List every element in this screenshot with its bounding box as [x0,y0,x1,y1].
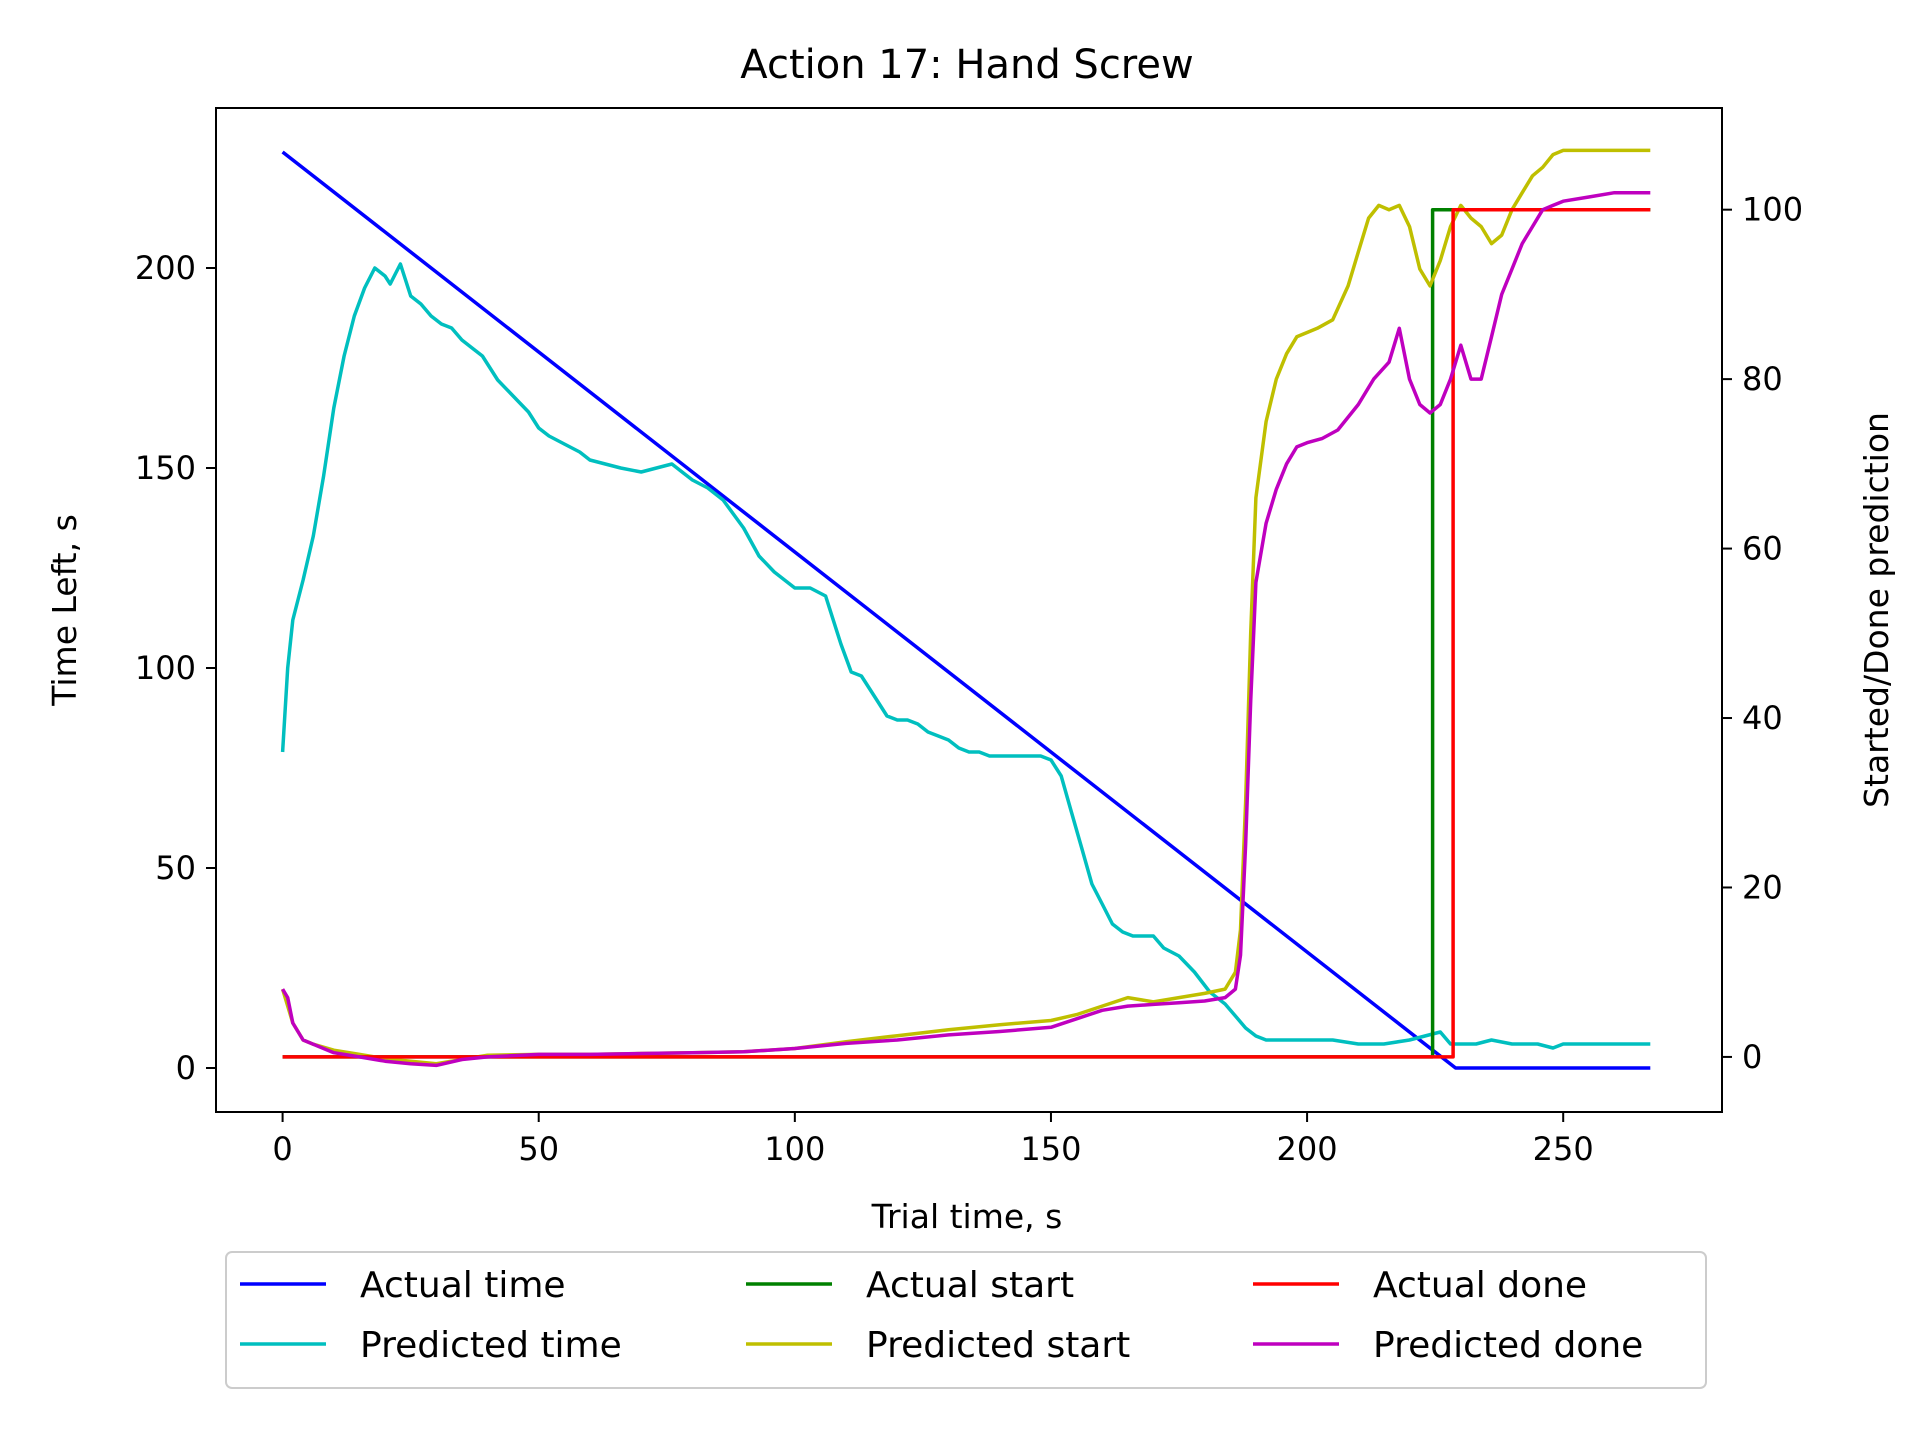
legend-label: Predicted start [866,1325,1130,1366]
series-line-predicted-done [281,190,1651,1068]
y2-tick-label: 40 [1742,699,1783,737]
y-tick-label: 200 [135,249,196,287]
x-tick-label: 50 [518,1130,559,1168]
x-axis: 0 50 100 150 200 250 [272,1112,1594,1168]
plot-area [280,148,1651,1070]
y2-axis-label: Started/Done prediction [1857,412,1896,808]
legend-label: Actual done [1373,1265,1587,1306]
y-tick-label: 50 [155,849,196,887]
y-tick-label: 150 [135,449,196,487]
y-axis-left: 0 50 100 150 200 [135,249,216,1087]
legend: Actual time Predicted time Actual start Pre… [225,1251,1707,1389]
legend-label: Predicted time [360,1325,622,1366]
plot-frame [215,107,1723,1113]
y-axis-label: Time Left, s [45,514,84,707]
y2-tick-label: 0 [1742,1038,1762,1076]
x-axis-label: Trial time, s [871,1197,1063,1236]
series-line-actual-done [282,207,1651,1059]
y2-tick-label: 100 [1742,191,1803,229]
x-tick-label: 250 [1533,1130,1594,1168]
y-tick-label: 100 [135,649,196,687]
y2-tick-label: 80 [1742,360,1783,398]
x-tick-label: 100 [764,1130,825,1168]
series-line-predicted-time [280,262,1651,1050]
series-line-actual-time [281,150,1651,1070]
x-tick-label: 0 [272,1130,292,1168]
legend-frame [225,1251,1707,1389]
legend-label: Actual start [866,1265,1074,1306]
chart-title: Action 17: Hand Screw [740,42,1193,88]
legend-label: Predicted done [1373,1325,1643,1366]
x-tick-label: 150 [1020,1130,1081,1168]
y-axis-right: 0 20 40 60 80 100 [1722,191,1803,1076]
x-tick-label: 200 [1277,1130,1338,1168]
y2-tick-label: 60 [1742,530,1783,568]
y2-tick-label: 20 [1742,868,1783,906]
legend-label: Actual time [360,1265,566,1306]
y-tick-label: 0 [176,1049,196,1087]
